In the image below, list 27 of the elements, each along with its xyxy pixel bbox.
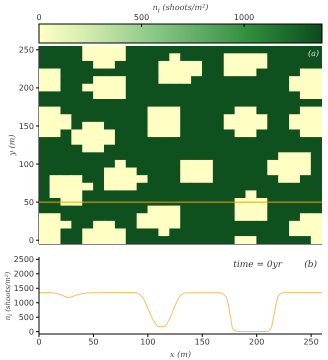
y-tick-label: 250: [18, 46, 34, 55]
y-tick-label: 2500: [14, 255, 34, 264]
annotation: time = 0yr: [233, 260, 282, 270]
y-tick-label: 100: [18, 160, 34, 169]
y-tick-label: 150: [18, 122, 34, 131]
y-tick-label: 50: [24, 198, 34, 207]
y-tick-label: 1500: [14, 284, 34, 294]
x-tick-label: 200: [249, 338, 264, 347]
y-tick-label: 200: [18, 84, 34, 93]
color-bar-title: n$_{i}$ (shoots/m²): [152, 3, 208, 15]
x-tick-label: 250: [303, 338, 319, 347]
x-tick-label: 0: [36, 338, 42, 347]
y-tick-label: 0: [28, 328, 34, 337]
y-tick-label: 500: [18, 313, 34, 322]
x-tick-label: 100: [140, 338, 156, 347]
y-tick-label: 0: [28, 236, 34, 246]
y-tick-label: 2000: [14, 270, 34, 279]
x-tick-label: 150: [194, 338, 210, 347]
annotation: (a): [308, 49, 319, 58]
color-bar-label: 0: [36, 13, 42, 22]
annotation: (b): [304, 260, 317, 270]
x-axis-title: x (m): [170, 350, 191, 359]
y-tick-label: 1000: [14, 298, 34, 308]
color-bar-label: 1000: [234, 13, 254, 22]
color-bar-label: 500: [134, 13, 150, 22]
x-tick-label: 50: [88, 338, 99, 347]
y-axis-title: y (m): [8, 134, 16, 156]
